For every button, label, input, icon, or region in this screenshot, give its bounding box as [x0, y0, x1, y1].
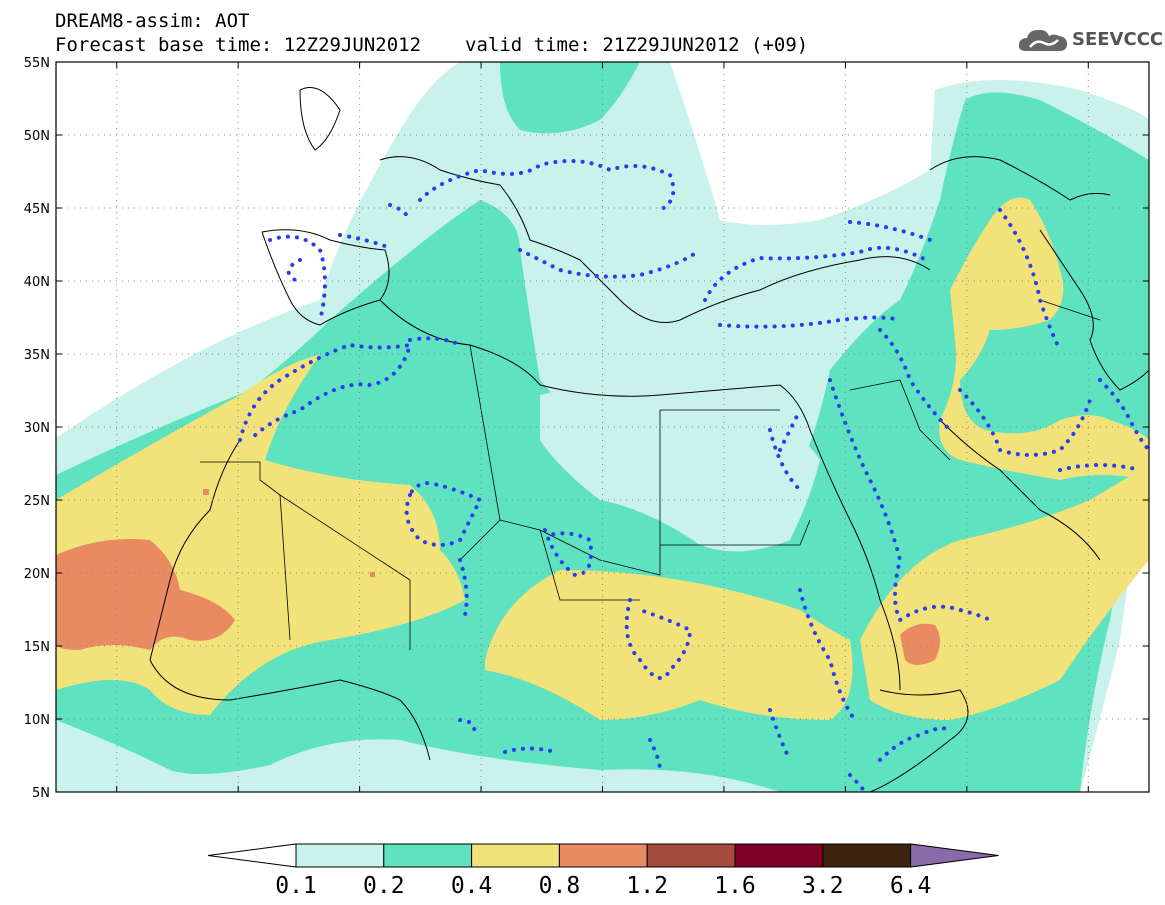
legend-label: 0.1 — [275, 873, 317, 899]
legend-swatch — [558, 843, 648, 868]
legend-swatch — [295, 843, 385, 868]
dust-contour — [703, 245, 932, 329]
legend-swatch — [207, 843, 297, 868]
graticule — [56, 62, 1149, 792]
dust-contour — [338, 233, 392, 250]
lat-label: 45N — [24, 202, 50, 217]
dust-contour — [768, 708, 792, 762]
dust-contour — [518, 248, 702, 279]
legend-label: 0.2 — [363, 873, 405, 899]
aot-map: 55N50N45N40N35N30N25N20N15N10N5N20W10W01… — [24, 56, 1150, 800]
legend-label: 0.4 — [451, 873, 493, 899]
aot-band-0.4-caspian — [939, 197, 1149, 480]
legend-labels: 0.1 0.2 0.4 0.8 1.2 1.6 3.2 6.4 — [275, 873, 931, 899]
lat-label: 20N — [24, 567, 50, 582]
logo-text: SEEVCCC — [1072, 29, 1164, 50]
dust-contour — [268, 234, 327, 322]
legend-swatch — [646, 843, 736, 868]
legend-swatch — [734, 843, 824, 868]
aot-speck — [370, 572, 375, 577]
legend-bar — [207, 843, 999, 868]
borders — [200, 299, 1101, 650]
lat-label: 25N — [24, 494, 50, 509]
dust-contour — [958, 388, 1092, 457]
aot-band-0.2-c — [540, 386, 820, 552]
aot-contours — [238, 159, 1149, 792]
valid-time: valid time: 21Z29JUN2012 (+09) — [465, 34, 809, 56]
lat-label: 30N — [24, 421, 50, 436]
dust-contour — [418, 159, 676, 212]
forecast-times: Forecast base time: 12Z29JUN2012 valid ti… — [55, 36, 808, 55]
legend-swatch — [471, 843, 560, 868]
dust-contour — [624, 598, 693, 680]
dust-contour — [848, 220, 932, 242]
dust-contour — [503, 746, 557, 754]
base-time: Forecast base time: 12Z29JUN2012 — [55, 34, 422, 56]
dust-contour — [828, 378, 992, 623]
aot-band-0.8-west — [56, 539, 235, 650]
seevccc-logo: SEEVCCC — [1018, 25, 1163, 55]
lat-label: 15N — [24, 640, 50, 655]
lat-label: 40N — [24, 275, 50, 290]
aot-band-0.4-central — [485, 570, 853, 720]
map-title: DREAM8-assim: AOT — [55, 10, 250, 32]
legend-swatch — [822, 843, 912, 868]
legend-label: 6.4 — [890, 873, 932, 899]
aot-band-0.8-east — [900, 623, 940, 665]
dust-contour — [408, 336, 462, 347]
dust-contour — [878, 726, 952, 762]
aot-speck — [203, 489, 209, 495]
cloud-icon — [1018, 29, 1067, 51]
dust-contour — [543, 528, 593, 578]
dust-contour — [238, 342, 413, 442]
dust-contour — [1058, 463, 1142, 472]
lat-label: 55N — [24, 56, 50, 71]
legend-label: 1.6 — [714, 873, 756, 899]
lat-label: 10N — [24, 713, 50, 728]
legend-label: 1.2 — [626, 873, 668, 899]
lat-label: 5N — [32, 786, 50, 800]
axis-ticks: 55N50N45N40N35N30N25N20N15N10N5N20W10W01… — [24, 56, 1149, 800]
lat-label: 35N — [24, 348, 50, 363]
dust-contour — [404, 480, 483, 547]
aot-band-0.2-b — [500, 62, 640, 134]
dust-contour — [768, 408, 802, 492]
dust-contour — [798, 588, 857, 722]
dust-contour — [998, 208, 1062, 352]
dust-contour — [648, 738, 662, 772]
lat-label: 50N — [24, 129, 50, 144]
legend-label: 0.8 — [539, 873, 581, 899]
dust-contour — [878, 328, 952, 432]
legend-swatch — [383, 843, 473, 868]
legend-swatch — [910, 843, 999, 868]
legend-label: 3.2 — [802, 873, 844, 899]
